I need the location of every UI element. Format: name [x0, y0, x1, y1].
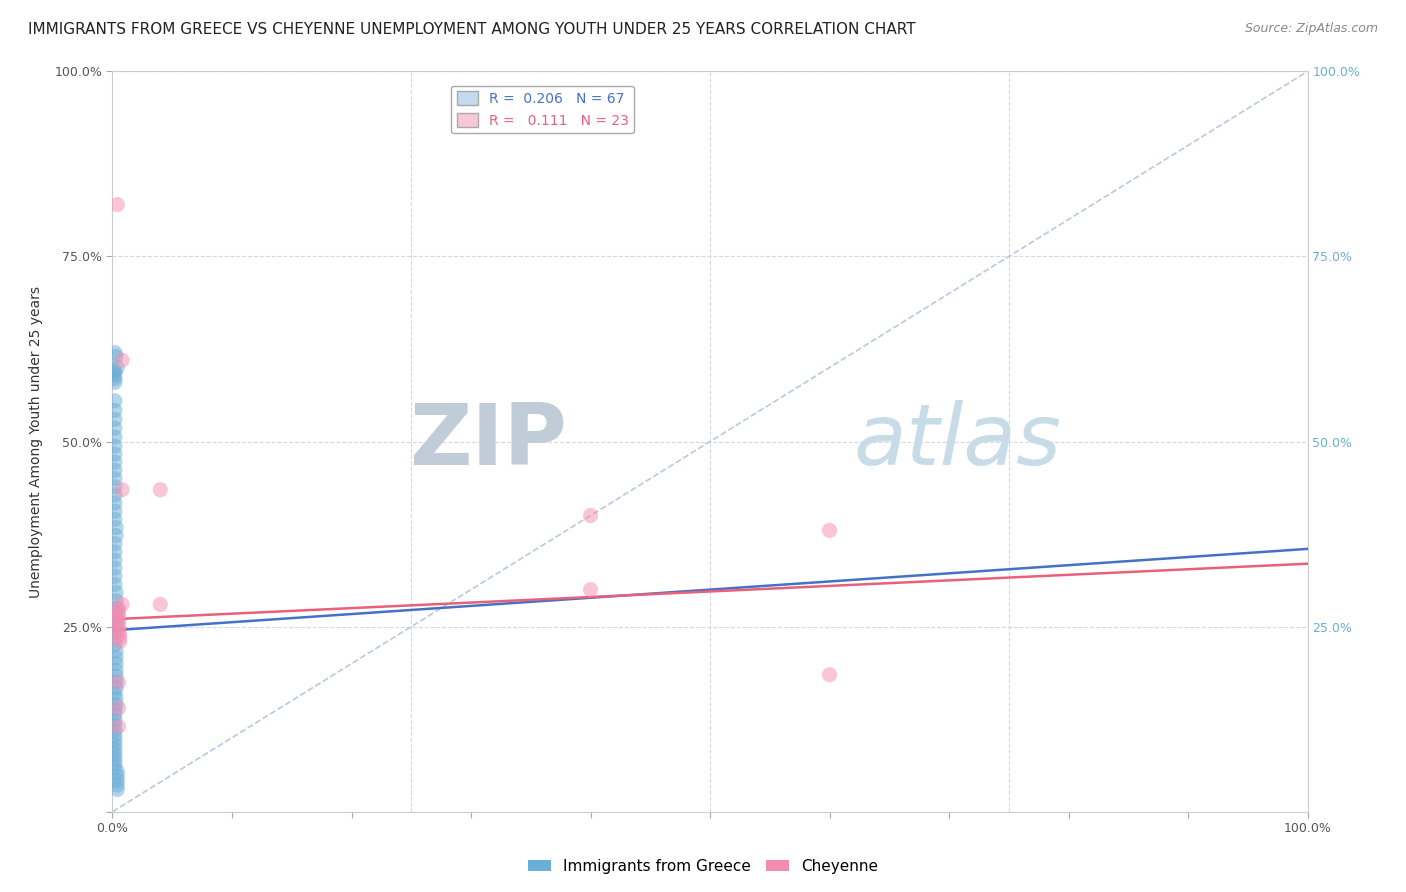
Point [104, 637, 127, 651]
Point [107, 605, 129, 619]
Point [104, 368, 127, 382]
Point [105, 585, 128, 599]
Point [105, 650, 128, 665]
Point [104, 455, 127, 469]
Point [105, 644, 128, 658]
Point [111, 353, 134, 368]
Point [104, 729, 127, 743]
Y-axis label: Unemployment Among Youth under 25 years: Unemployment Among Youth under 25 years [30, 285, 44, 598]
Point [107, 615, 129, 630]
Point [111, 483, 134, 497]
Point [104, 702, 127, 716]
Point [107, 701, 129, 715]
Point [107, 608, 129, 623]
Point [105, 657, 128, 671]
Point [104, 624, 127, 638]
Point [105, 608, 128, 623]
Text: atlas: atlas [853, 400, 1062, 483]
Point [104, 471, 127, 485]
Point [105, 675, 128, 690]
Point [105, 778, 128, 792]
Point [579, 582, 602, 597]
Point [105, 769, 128, 783]
Point [104, 561, 127, 575]
Point [104, 545, 127, 559]
Point [105, 197, 128, 211]
Point [818, 524, 841, 538]
Point [104, 447, 127, 461]
Point [104, 760, 127, 774]
Point [104, 496, 127, 510]
Point [105, 698, 128, 712]
Point [104, 430, 127, 444]
Point [104, 732, 127, 747]
Point [104, 751, 127, 765]
Point [105, 615, 128, 630]
Point [105, 764, 128, 779]
Point [104, 480, 127, 494]
Point [104, 723, 127, 738]
Point [105, 520, 128, 534]
Point [104, 747, 127, 761]
Point [105, 360, 128, 375]
Point [103, 364, 125, 378]
Point [105, 669, 128, 683]
Legend: R =  0.206   N = 67, R =   0.111   N = 23: R = 0.206 N = 67, R = 0.111 N = 23 [451, 86, 634, 134]
Point [105, 601, 128, 615]
Point [105, 782, 128, 797]
Point [104, 718, 127, 732]
Point [105, 681, 128, 695]
Point [149, 598, 172, 612]
Point [107, 619, 129, 633]
Point [104, 631, 127, 645]
Point [104, 686, 127, 700]
Point [104, 537, 127, 551]
Point [111, 598, 134, 612]
Point [104, 412, 127, 426]
Point [104, 756, 127, 770]
Point [108, 634, 131, 648]
Point [104, 393, 127, 408]
Point [104, 512, 127, 526]
Point [104, 488, 127, 502]
Point [579, 508, 602, 523]
Point [105, 691, 128, 706]
Point [107, 675, 129, 690]
Point [108, 631, 131, 645]
Legend: Immigrants from Greece, Cheyenne: Immigrants from Greece, Cheyenne [522, 853, 884, 880]
Point [149, 483, 172, 497]
Point [107, 720, 129, 734]
Point [104, 577, 127, 591]
Point [105, 773, 128, 788]
Point [105, 350, 128, 364]
Point [104, 376, 127, 390]
Point [104, 713, 127, 727]
Point [104, 707, 127, 722]
Point [107, 624, 129, 638]
Point [104, 403, 127, 417]
Point [105, 593, 128, 607]
Point [105, 528, 128, 542]
Point [818, 667, 841, 681]
Point [104, 742, 127, 756]
Text: Source: ZipAtlas.com: Source: ZipAtlas.com [1244, 22, 1378, 36]
Point [104, 738, 127, 752]
Point [104, 504, 127, 518]
Point [104, 553, 127, 567]
Point [107, 612, 129, 626]
Point [104, 421, 127, 435]
Point [108, 627, 131, 641]
Point [104, 345, 127, 359]
Point [104, 364, 127, 378]
Point [107, 601, 129, 615]
Point [104, 439, 127, 453]
Point [104, 569, 127, 583]
Text: IMMIGRANTS FROM GREECE VS CHEYENNE UNEMPLOYMENT AMONG YOUTH UNDER 25 YEARS CORRE: IMMIGRANTS FROM GREECE VS CHEYENNE UNEMP… [28, 22, 915, 37]
Point [104, 371, 127, 385]
Point [105, 663, 128, 677]
Point [104, 463, 127, 477]
Text: ZIP: ZIP [409, 400, 567, 483]
